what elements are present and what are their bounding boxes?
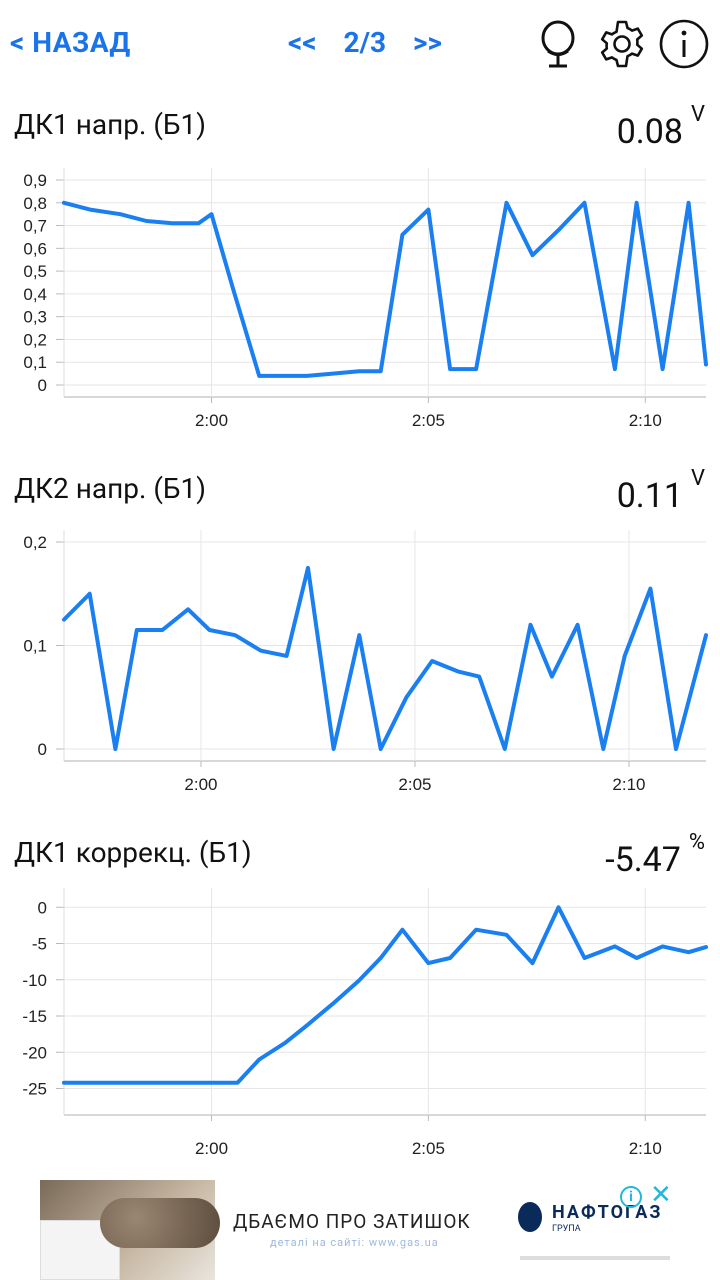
pager: << 2/3 >> bbox=[288, 26, 442, 59]
value-unit: V bbox=[690, 466, 705, 491]
ad-banner[interactable]: ДБАЄМО ПРО ЗАТИШОК деталі на сайті: www.… bbox=[40, 1180, 680, 1280]
chart-panel-dk1-voltage: ДК1 напр. (Б1) 0.08 V 0 0,1 0,2 0,3 0,4 0,5 0,6… bbox=[0, 102, 720, 473]
y-tick-label: 0 bbox=[38, 376, 47, 395]
brand-subtitle: ГРУПА bbox=[552, 1224, 581, 1234]
chart-title: ДК1 напр. (Б1) bbox=[14, 108, 207, 141]
ad-image bbox=[40, 1180, 220, 1280]
x-tick-label: 2:10 bbox=[612, 775, 645, 794]
ad-fine-print bbox=[520, 1256, 670, 1260]
x-tick-label: 2:00 bbox=[184, 775, 217, 794]
x-tick-label: 2:00 bbox=[195, 1139, 228, 1158]
ad-headline: ДБАЄМО ПРО ЗАТИШОК bbox=[233, 1210, 471, 1233]
chart-current-value: 0.08 V bbox=[616, 102, 705, 152]
info-icon[interactable] bbox=[658, 18, 710, 70]
ad-subtext: деталі на сайті: www.gas.ua bbox=[270, 1236, 439, 1249]
y-tick-label: 0,1 bbox=[23, 637, 47, 656]
series-line bbox=[62, 905, 708, 1085]
series-line bbox=[62, 200, 708, 378]
x-tick-label: 2:05 bbox=[412, 411, 445, 430]
x-tick-label: 2:10 bbox=[629, 1139, 662, 1158]
y-tick-label: 0,6 bbox=[23, 239, 47, 258]
y-tick-label: -20 bbox=[22, 1043, 47, 1062]
y-tick-label: 0,2 bbox=[23, 533, 47, 552]
chart-panel-dk2-voltage: ДК2 напр. (Б1) 0.11 V 0 0,1 0,2 2:00 2:05 2:10 bbox=[0, 466, 720, 837]
ad-close-button[interactable]: ✕ bbox=[650, 1180, 672, 1210]
brand-name: НАФТОГАЗ bbox=[552, 1202, 663, 1223]
y-tick-label: 0,8 bbox=[23, 194, 47, 213]
y-tick-label: 0,2 bbox=[23, 330, 47, 349]
y-tick-label: 0,1 bbox=[23, 353, 47, 372]
brand-logo: НАФТОГАЗ ГРУПА bbox=[518, 1200, 668, 1240]
cat-graphic bbox=[100, 1198, 220, 1248]
chart-current-value: 0.11 V bbox=[616, 466, 705, 516]
y-tick-label: 0,3 bbox=[23, 308, 47, 327]
chart-title: ДК2 напр. (Б1) bbox=[14, 472, 207, 505]
top-bar: < НАЗАД << 2/3 >> bbox=[0, 0, 720, 90]
value-number: 0.11 bbox=[616, 476, 683, 516]
page-indicator: 2/3 bbox=[343, 26, 387, 59]
value-unit: % bbox=[688, 830, 705, 855]
series-line bbox=[62, 565, 708, 751]
y-tick-label: 0,4 bbox=[23, 285, 47, 304]
mirror-icon[interactable] bbox=[532, 18, 584, 70]
chart-title: ДК1 коррекц. (Б1) bbox=[14, 836, 252, 869]
gear-icon[interactable] bbox=[596, 18, 648, 70]
x-tick-label: 2:05 bbox=[398, 775, 431, 794]
value-number: -5.47 bbox=[605, 840, 681, 880]
prev-page-button[interactable]: << bbox=[288, 26, 317, 59]
x-tick-label: 2:00 bbox=[195, 411, 228, 430]
y-tick-label: 0,5 bbox=[23, 262, 47, 281]
next-page-button[interactable]: >> bbox=[413, 26, 442, 59]
x-tick-label: 2:10 bbox=[629, 411, 662, 430]
y-tick-label: -5 bbox=[32, 935, 47, 954]
y-tick-label: 0 bbox=[38, 898, 47, 917]
back-button[interactable]: < НАЗАД bbox=[10, 26, 131, 59]
x-tick-label: 2:05 bbox=[412, 1139, 445, 1158]
y-tick-label: 0,7 bbox=[23, 217, 47, 236]
line-chart[interactable]: 0 -5 -10 -15 -20 -25 2:00 2:05 2:10 bbox=[0, 876, 720, 1176]
y-tick-label: -10 bbox=[22, 971, 47, 990]
ad-info-button[interactable]: i bbox=[620, 1186, 642, 1208]
y-tick-label: 0,9 bbox=[23, 171, 47, 190]
value-number: 0.08 bbox=[616, 112, 683, 152]
value-unit: V bbox=[690, 102, 705, 127]
y-tick-label: 0 bbox=[38, 740, 47, 759]
chart-panel-dk1-correction: ДК1 коррекц. (Б1) -5.47% 0 -5 -10 -15 -20 -25… bbox=[0, 830, 720, 1201]
chart-current-value: -5.47% bbox=[605, 830, 705, 880]
line-chart[interactable]: 0 0,1 0,2 2:00 2:05 2:10 bbox=[0, 512, 720, 812]
y-tick-label: -15 bbox=[22, 1007, 47, 1026]
y-tick-label: -25 bbox=[22, 1080, 47, 1099]
brand-logo-icon bbox=[518, 1202, 542, 1232]
line-chart[interactable]: 0 0,1 0,2 0,3 0,4 0,5 0,6 0,7 0,8 0,9 2:00 2:05 2:10 bbox=[0, 148, 720, 448]
